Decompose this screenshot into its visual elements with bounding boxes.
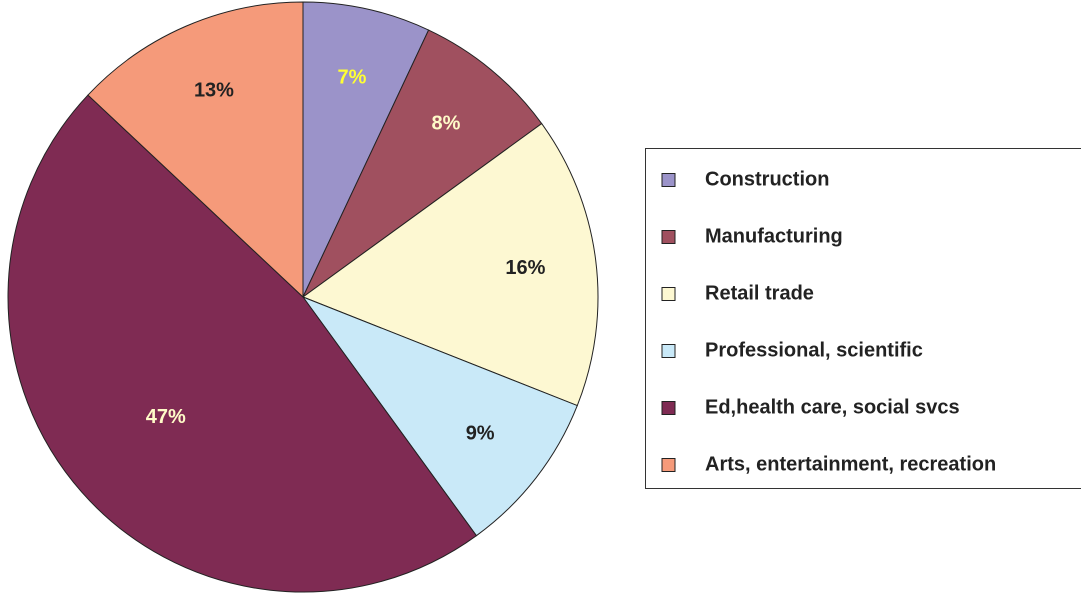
data-label: 9% [466,423,495,445]
legend-swatch [662,174,675,187]
legend-swatch [662,459,675,472]
legend-label: Retail trade [705,282,814,304]
legend-label: Professional, scientific [705,339,923,361]
legend-label: Construction [705,168,829,190]
data-label: 13% [194,80,234,102]
legend-label: Ed,health care, social svcs [705,396,960,418]
legend-swatch [662,402,675,415]
legend-swatch [662,288,675,301]
data-label: 16% [505,257,545,279]
data-label: 8% [431,113,460,135]
legend-swatch [662,231,675,244]
data-label: 47% [146,406,186,428]
legend-box [646,149,1081,489]
legend-label: Manufacturing [705,225,843,247]
legend-swatch [662,345,675,358]
legend-label: Arts, entertainment, recreation [705,453,996,475]
data-label: 7% [337,66,366,88]
